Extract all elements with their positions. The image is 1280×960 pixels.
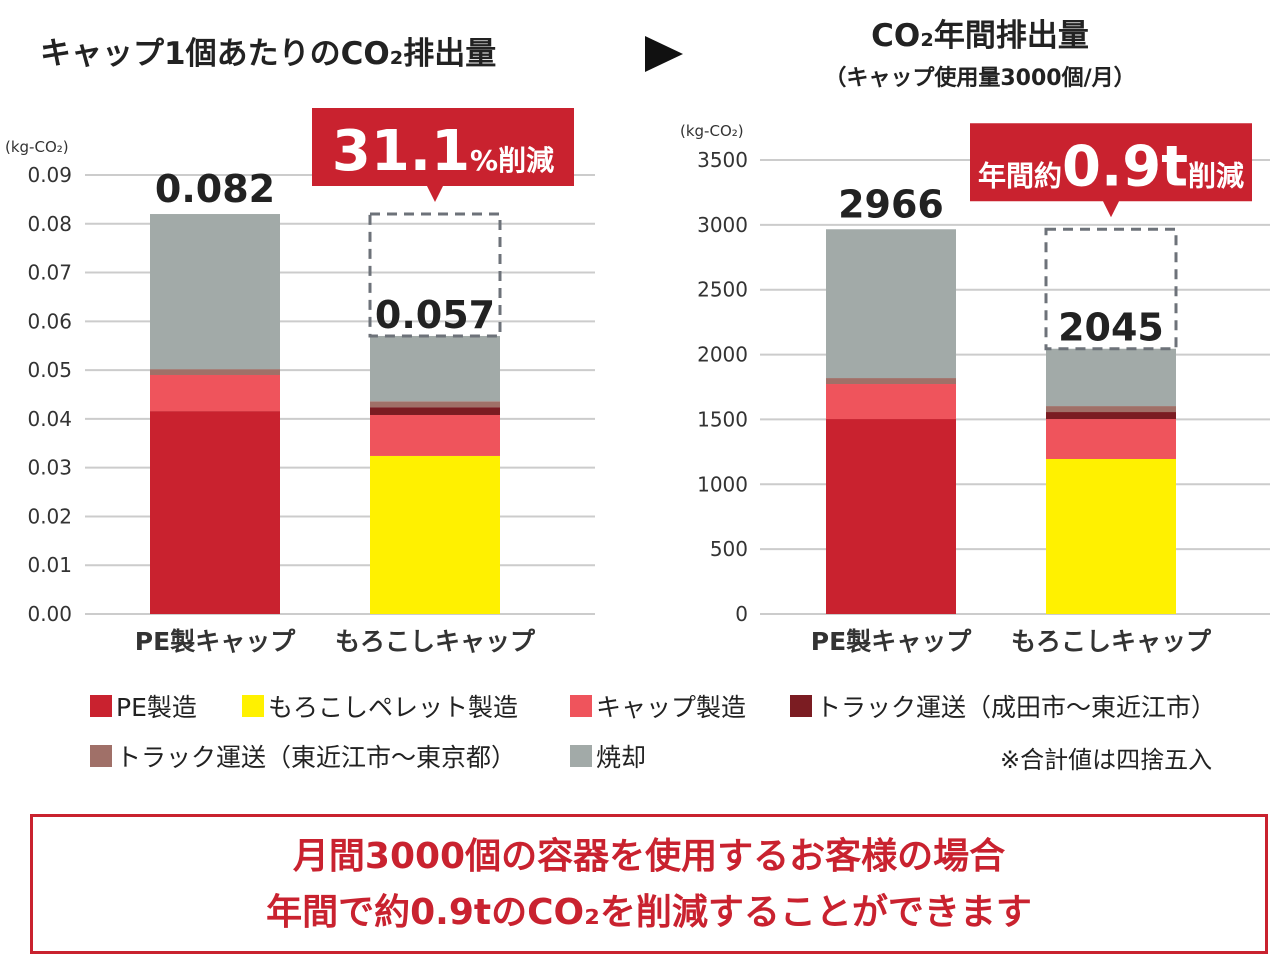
bar-segment — [1046, 348, 1176, 407]
reduction-outline — [368, 212, 502, 338]
total-label: 2045 — [1058, 306, 1164, 350]
y-tick-label: 0.02 — [27, 504, 72, 528]
message-line2: 年間で約0.9tのCO₂を削減することができます — [266, 892, 1032, 933]
x-tick-label: もろこしキャップ — [1011, 627, 1212, 656]
legend-swatch — [570, 695, 592, 717]
y-tick-label: 0.06 — [27, 309, 72, 333]
callout-small: 削減 — [1188, 159, 1244, 192]
bar-segment — [1046, 412, 1176, 420]
y-tick-label: 0.00 — [27, 602, 72, 626]
y-tick-label: 0.07 — [27, 261, 72, 285]
legend-item: もろこしペレット製造 — [242, 688, 518, 724]
y-tick-label: 0.08 — [27, 212, 72, 236]
right-chart-subtitle: （キャップ使用量3000個/月） — [824, 66, 1136, 91]
callout-pre: 年間約 — [978, 159, 1062, 192]
y-tick-label: 1500 — [697, 407, 748, 431]
legend-item: トラック運送（成田市～東近江市） — [790, 688, 1216, 724]
legend-swatch — [90, 745, 112, 767]
bar-segment — [150, 214, 280, 370]
bar-segment — [826, 378, 956, 385]
legend-swatch — [90, 695, 112, 717]
total-label: 2966 — [838, 182, 944, 226]
total-label: 0.057 — [375, 293, 495, 337]
message-box: 月間3000個の容器を使用するお客様の場合 年間で約0.9tのCO₂を削減するこ… — [30, 814, 1268, 954]
legend-note: ※合計値は四捨五入 — [1000, 746, 1213, 774]
callout-badge — [970, 123, 1252, 218]
bar-segment — [370, 407, 500, 415]
legend-item: キャップ製造 — [570, 688, 746, 724]
y-tick-label: 2500 — [697, 278, 748, 302]
callout-badge — [312, 108, 574, 203]
y-tick-label: 0.04 — [27, 407, 72, 431]
total-label: 0.082 — [155, 167, 275, 211]
y-tick-label: 2000 — [697, 343, 748, 367]
y-tick-label: 3500 — [697, 148, 748, 172]
callout-small: %削減 — [470, 144, 554, 177]
y-tick-label: 0.05 — [27, 358, 72, 382]
bar-segment — [370, 401, 500, 408]
y-axis-label: (kg-CO₂) — [5, 138, 69, 156]
bar-segment — [1046, 406, 1176, 413]
y-tick-label: 1000 — [697, 472, 748, 496]
bar-segment — [826, 229, 956, 379]
legend-item: PE製造 — [90, 688, 197, 724]
y-tick-label: 0.09 — [27, 163, 72, 187]
message-line1: 月間3000個の容器を使用するお客様の場合 — [292, 836, 1006, 877]
legend-item: 焼却 — [570, 738, 646, 774]
bar-segment — [150, 369, 280, 375]
callout-big: 0.9t — [1062, 134, 1188, 199]
legend-label: トラック運送（成田市～東近江市） — [816, 693, 1217, 722]
bar-segment — [370, 335, 500, 402]
legend-swatch — [242, 695, 264, 717]
x-tick-label: PE製キャップ — [135, 627, 296, 656]
y-tick-label: 0.03 — [27, 456, 72, 480]
bar-segment — [1046, 458, 1176, 614]
left-chart-title: キャップ1個あたりのCO₂排出量 — [40, 36, 497, 72]
legend-label: トラック運送（東近江市～東京都） — [116, 743, 517, 772]
callout-big: 31.1 — [332, 119, 470, 184]
legend-label: キャップ製造 — [596, 693, 747, 722]
bar-segment — [150, 374, 280, 412]
bar-segment — [150, 411, 280, 614]
callout-text: 年間約0.9t削減 — [978, 134, 1244, 199]
y-axis-label: (kg-CO₂) — [680, 122, 744, 140]
reduction-outline — [1044, 227, 1178, 351]
bar-segment — [370, 414, 500, 456]
arrow-right-icon — [645, 36, 683, 72]
y-tick-label: 0.01 — [27, 553, 72, 577]
x-tick-label: もろこしキャップ — [335, 627, 536, 656]
bar-segment — [826, 419, 956, 614]
legend-label: 焼却 — [596, 743, 647, 772]
legend-item: トラック運送（東近江市～東京都） — [90, 738, 516, 774]
bar-segment — [370, 455, 500, 614]
x-tick-label: PE製キャップ — [811, 627, 972, 656]
y-tick-label: 3000 — [697, 213, 748, 237]
y-tick-label: 0 — [735, 602, 748, 626]
bar-segment — [1046, 419, 1176, 459]
y-tick-label: 500 — [710, 537, 748, 561]
legend-swatch — [570, 745, 592, 767]
legend-swatch — [790, 695, 812, 717]
right-chart-title: CO₂年間排出量 — [871, 18, 1089, 54]
legend-label: もろこしペレット製造 — [268, 693, 519, 722]
bar-segment — [826, 384, 956, 420]
callout-text: 31.1%削減 — [332, 119, 554, 184]
legend-label: PE製造 — [116, 693, 197, 722]
